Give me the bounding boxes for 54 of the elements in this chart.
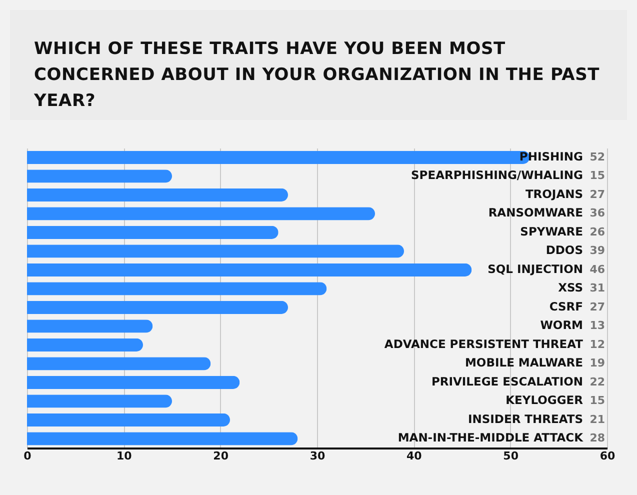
data-label: 19: [590, 356, 605, 370]
bar: [27, 432, 298, 446]
data-label: 13: [590, 319, 605, 332]
y-tick-label: WORM: [540, 318, 583, 332]
y-tick-label: XSS: [558, 280, 583, 295]
bar: [27, 357, 211, 370]
y-tick-label: KEYLOGGER: [506, 393, 584, 408]
data-label: 22: [590, 375, 605, 388]
data-label: 31: [590, 282, 605, 295]
data-label: 27: [590, 188, 605, 201]
y-tick-label: CSRF: [549, 299, 583, 314]
x-tick-label: 20: [213, 450, 229, 462]
bar: [27, 244, 404, 258]
x-tick-label: 50: [503, 450, 519, 462]
bar: [27, 170, 172, 183]
data-label: 36: [590, 206, 606, 220]
data-label: 27: [590, 300, 605, 314]
y-tick-label: RANSOMWARE: [488, 206, 584, 220]
x-tick-label: 60: [600, 450, 616, 462]
bar: [27, 226, 278, 239]
y-tick-label: SPYWARE: [520, 224, 584, 238]
data-label: 39: [590, 244, 605, 258]
y-tick-label: MOBILE MALWARE: [464, 356, 584, 370]
chart-title: WHICH OF THESE TRAITS HAVE YOU BEEN MOST CONCERNED ABOUT IN YOUR ORGANIZATION IN THE PAST YEAR?: [10, 10, 627, 120]
data-label: 26: [590, 225, 606, 238]
y-tick-label: PRIVILEGE ESCALATION: [431, 374, 583, 388]
y-tick-label: INSIDER THREATS: [468, 412, 583, 426]
bar: [27, 338, 143, 352]
data-label: 15: [590, 394, 605, 408]
bar: [27, 413, 230, 426]
data-label: 52: [590, 150, 605, 164]
y-tick-label: DDOS: [546, 243, 583, 258]
x-tick-label: 10: [116, 450, 132, 462]
bar: [27, 282, 327, 296]
x-tick-label: 40: [406, 450, 422, 462]
bar: [27, 394, 172, 408]
data-label: 46: [590, 262, 606, 276]
bar: [27, 263, 472, 276]
bar: [27, 376, 240, 389]
y-tick-label: SQL INJECTION: [488, 262, 583, 276]
data-label: 12: [590, 338, 605, 351]
y-tick-label: TROJANS: [525, 186, 583, 201]
bar: [27, 300, 288, 314]
bar: [27, 207, 375, 220]
bar: [27, 188, 288, 202]
y-tick-label: MAN-IN-THE-MIDDLE ATTACK: [398, 430, 584, 445]
x-tick-label: 0: [24, 450, 32, 462]
x-tick-label: 30: [310, 450, 326, 462]
data-label: 28: [590, 432, 605, 445]
y-tick-label: ADVANCE PERSISTENT THREAT: [384, 336, 584, 351]
y-tick-label: SPEARPHISHING/WHALING: [411, 168, 583, 182]
data-label: 21: [590, 412, 605, 426]
data-label: 15: [590, 169, 605, 182]
bar: [27, 320, 153, 333]
